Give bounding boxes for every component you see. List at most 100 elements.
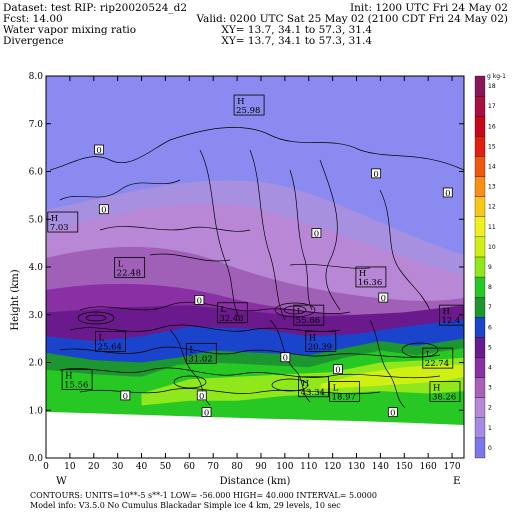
colorbar-label: 16 <box>488 123 496 130</box>
y-tick-label: 8.0 <box>29 72 44 82</box>
extremum-value: 43.34 <box>301 388 325 398</box>
colorbar-cell <box>474 216 486 237</box>
colorbar-cell <box>474 317 486 338</box>
colorbar-label: 7 <box>488 304 492 311</box>
extremum-box <box>439 304 464 326</box>
colorbar-label: 3 <box>488 385 492 392</box>
x-tick-label: 60 <box>184 462 196 472</box>
extremum-value: 12.4 <box>442 316 461 326</box>
zero-label-box <box>333 364 343 375</box>
colorbar-cell <box>474 297 486 318</box>
colorbar-label: 5 <box>488 344 492 351</box>
zero-label: 0 <box>283 354 288 364</box>
zero-label: 0 <box>445 189 450 199</box>
extremum-box <box>293 304 325 326</box>
extremum-type: H <box>237 97 244 107</box>
x-axis-label: Distance (km) <box>220 476 291 487</box>
colorbar-cell <box>474 156 486 177</box>
zero-label-box <box>311 228 322 238</box>
colorbar-cell <box>474 75 486 97</box>
contour-line <box>173 375 207 389</box>
zero-label: 0 <box>204 409 209 419</box>
zero-label-box <box>120 390 131 401</box>
extremum-value: 31.02 <box>188 354 212 364</box>
extremum-box <box>216 302 248 324</box>
init-time-label: Init: 1200 UTC Fri 24 May 02 <box>350 2 508 14</box>
contour-line <box>59 367 441 379</box>
y-tick-label: 5.0 <box>29 215 44 225</box>
forecast-hour-label: Fcst: 14.00 <box>3 13 63 25</box>
extremum-type: H <box>65 372 72 382</box>
extremum-value: 55.66 <box>296 316 320 326</box>
contour-line <box>283 305 307 315</box>
zero-label-box <box>378 292 389 303</box>
extremum-box <box>47 211 79 233</box>
extremum-box <box>429 381 461 402</box>
extremum-box <box>95 330 126 352</box>
x-tick-label: 20 <box>88 462 100 472</box>
extremum-box <box>305 330 337 352</box>
divergence-contours <box>49 127 464 409</box>
colorbar-cell <box>474 196 486 217</box>
extremum-value: 32.43 <box>219 314 243 324</box>
extremum-value: 20.39 <box>308 342 332 352</box>
contour-info: CONTOURS: UNITS=10**-5 s**-1 LOW= -56.00… <box>30 491 377 500</box>
contour-line <box>359 149 464 171</box>
colorbar-cell <box>474 417 486 439</box>
extremum-type: L <box>118 259 124 269</box>
field1-name: Water vapor mixing ratio <box>3 24 136 36</box>
x-tick-label: 80 <box>231 462 243 472</box>
colorbar-label: 15 <box>488 143 496 150</box>
zero-label-box <box>280 352 291 363</box>
contour-line <box>289 169 313 311</box>
extremum-value: 22.48 <box>117 268 141 278</box>
extremum-type: L <box>189 345 195 355</box>
y-tick-label: 4.0 <box>29 263 44 273</box>
moisture-band-9 <box>141 357 464 406</box>
y-axis-label: Height (km) <box>10 269 21 330</box>
zero-label: 0 <box>373 170 378 180</box>
x-tick-label: 90 <box>255 462 267 472</box>
ground-below-terrain <box>46 412 464 458</box>
colorbar-cell <box>474 437 486 459</box>
zero-label: 0 <box>123 392 128 402</box>
extremum-box <box>114 256 146 278</box>
extremum-box <box>298 376 329 398</box>
zero-label: 0 <box>101 206 106 216</box>
y-axis-ticks: 0.0 1.0 2.0 3.0 4.0 5.0 6.0 7.0 8.0 <box>29 72 464 464</box>
extremum-value: 25.98 <box>236 106 260 116</box>
y-tick-label: 1.0 <box>29 406 44 416</box>
zero-label-box <box>371 168 382 179</box>
colorbar-label: 1 <box>488 425 492 432</box>
contour-line <box>69 324 341 332</box>
colorbar-label: 4 <box>488 365 492 372</box>
zero-label-box <box>94 144 104 155</box>
extremum-type: L <box>426 350 432 360</box>
extremum-type: H <box>51 214 58 224</box>
contour-line <box>269 319 311 403</box>
contour-line <box>59 346 441 358</box>
extremum-type: H <box>443 307 450 317</box>
extremum-value: 16.36 <box>358 278 382 288</box>
zero-label: 0 <box>199 392 204 402</box>
zero-label: 0 <box>335 366 340 376</box>
zero-label-box <box>442 187 453 198</box>
colorbar-unit: g kg-1 <box>487 73 506 80</box>
zero-label-box <box>201 407 212 418</box>
colorbar-cell <box>474 256 486 278</box>
extremum-type: H <box>302 379 309 389</box>
contour-line <box>77 311 115 325</box>
east-end-label: E <box>453 475 461 487</box>
zero-label: 0 <box>381 294 386 304</box>
extremum-box <box>61 369 93 391</box>
x-tick-label: 160 <box>420 462 437 472</box>
y-tick-label: 0.0 <box>29 454 44 464</box>
x-tick-label: 50 <box>160 462 172 472</box>
zero-label-box <box>98 204 109 215</box>
contour-line <box>369 319 406 409</box>
colorbar-cell <box>474 337 486 358</box>
colorbar-cell <box>474 397 486 418</box>
contour-line <box>85 314 107 322</box>
extremum-type: L <box>99 333 105 343</box>
